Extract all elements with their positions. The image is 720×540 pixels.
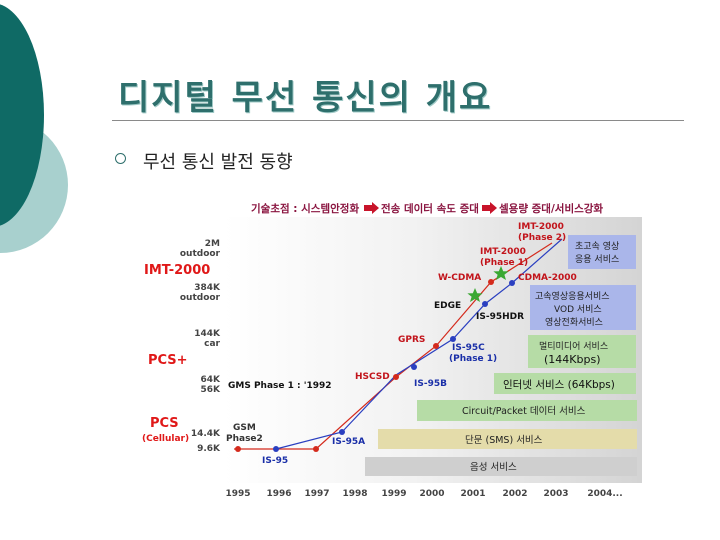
speed-2m-env: outdoor bbox=[180, 249, 221, 259]
band-sms-label: 단문 (SMS) 서비스 bbox=[465, 435, 543, 446]
header-focus-3: 셀용량 증대/서비스강화 bbox=[499, 202, 603, 215]
band-high-speed-video bbox=[530, 285, 636, 330]
year-label: 1997 bbox=[304, 489, 329, 499]
category-pcs-plus: PCS+ bbox=[148, 353, 188, 368]
band-circuit-packet-label: Circuit/Packet 데이터 서비스 bbox=[462, 406, 586, 417]
speed-144k: 144K bbox=[194, 329, 221, 339]
category-imt2000: IMT-2000 bbox=[144, 263, 210, 278]
speed-9-6k: 9.6K bbox=[197, 444, 221, 454]
year-label: 2001 bbox=[460, 489, 485, 499]
band-high-speed-video-label-3: 영상전화서비스 bbox=[545, 317, 603, 328]
label-gsm-phase1-1992: GMS Phase 1 : '1992 bbox=[228, 381, 332, 391]
label-hscsd: HSCSD bbox=[355, 372, 390, 382]
year-label: 1998 bbox=[342, 489, 367, 499]
speed-384k-env: outdoor bbox=[180, 293, 221, 303]
star-imt-icon bbox=[493, 266, 509, 280]
title-divider bbox=[112, 120, 684, 121]
speed-144k-env: car bbox=[204, 339, 220, 349]
marker-hscsd bbox=[393, 374, 399, 380]
speed-64k: 64K bbox=[201, 375, 222, 385]
band-multimedia bbox=[528, 335, 636, 368]
band-internet bbox=[494, 373, 636, 394]
label-is95hdr: IS-95HDR bbox=[476, 312, 524, 322]
band-ultra-high-speed bbox=[568, 235, 636, 269]
header-arrow-1-icon bbox=[364, 202, 379, 214]
label-is95b: IS-95B bbox=[414, 379, 447, 389]
header-focus-1: 기술초점 : 시스템안정화 bbox=[251, 202, 359, 215]
marker-is95 bbox=[273, 446, 279, 452]
label-is95a: IS-95A bbox=[332, 437, 365, 447]
year-label: 1996 bbox=[266, 489, 291, 499]
marker-gsm-phase2 bbox=[313, 446, 319, 452]
speed-14-4k: 14.4K bbox=[191, 429, 221, 439]
marker-is95c bbox=[450, 336, 456, 342]
category-pcs: PCS bbox=[150, 416, 179, 431]
label-imt-phase2-sub: (Phase 2) bbox=[518, 233, 566, 243]
label-imt-phase1: IMT-2000 bbox=[480, 247, 526, 257]
band-internet-label: 인터넷 서비스 (64Kbps) bbox=[503, 379, 615, 391]
label-gsm: GSM bbox=[233, 423, 256, 433]
star-edge-icon bbox=[467, 288, 483, 302]
header-arrow-2-icon bbox=[482, 202, 497, 214]
band-high-speed-video-label-1: 고속영상응용서비스 bbox=[535, 291, 610, 302]
speed-384k: 384K bbox=[194, 283, 221, 293]
label-is95: IS-95 bbox=[262, 456, 288, 466]
marker-is95hdr bbox=[482, 301, 488, 307]
band-multimedia-label-2: (144Kbps) bbox=[544, 353, 601, 366]
label-cdma2000: CDMA-2000 bbox=[518, 273, 577, 283]
label-wcdma: W-CDMA bbox=[438, 273, 481, 283]
year-label: 1995 bbox=[225, 489, 250, 499]
year-label: 2004... bbox=[587, 489, 622, 499]
band-ultra-high-speed-label-2: 응용 서비스 bbox=[575, 254, 619, 265]
year-label: 2002 bbox=[502, 489, 527, 499]
label-edge: EDGE bbox=[434, 301, 461, 311]
band-high-speed-video-label-2: VOD 서비스 bbox=[554, 304, 602, 315]
marker-gprs bbox=[433, 343, 439, 349]
label-imt-phase2: IMT-2000 bbox=[518, 222, 564, 232]
category-cellular: (Cellular) bbox=[142, 434, 189, 444]
slide-title: 디지털 무선 통신의 개요 bbox=[118, 78, 493, 118]
bullet-circle-icon bbox=[115, 153, 126, 164]
slide-decoration bbox=[0, 0, 110, 540]
label-gsm-phase2: Phase2 bbox=[226, 434, 263, 444]
band-sms bbox=[378, 429, 637, 449]
band-multimedia-label-1: 멀티미디어 서비스 bbox=[539, 340, 608, 352]
marker-gsm-phase1 bbox=[235, 446, 241, 452]
marker-wcdma bbox=[488, 279, 494, 285]
label-is95c-phase: (Phase 1) bbox=[449, 354, 497, 364]
year-label: 1999 bbox=[381, 489, 406, 499]
speed-56k: 56K bbox=[201, 385, 222, 395]
speed-2m: 2M bbox=[205, 239, 220, 249]
band-voice-label: 음성 서비스 bbox=[470, 462, 517, 473]
marker-cdma2000 bbox=[509, 280, 515, 286]
header-focus-2: 전송 데이터 속도 증대 bbox=[381, 202, 479, 215]
marker-is95b bbox=[411, 364, 417, 370]
marker-is95a bbox=[339, 429, 345, 435]
label-gprs: GPRS bbox=[398, 335, 425, 345]
year-label: 2000 bbox=[419, 489, 444, 499]
year-label: 2003 bbox=[543, 489, 568, 499]
bullet-text: 무선 통신 발전 동향 bbox=[143, 152, 293, 173]
label-imt-phase1-sub: (Phase 1) bbox=[480, 258, 528, 268]
band-circuit-packet bbox=[417, 400, 637, 421]
label-is95c: IS-95C bbox=[452, 343, 485, 353]
wireless-evolution-diagram: 기술초점 : 시스템안정화 전송 데이터 속도 증대 셀용량 증대/서비스강화 … bbox=[140, 195, 645, 509]
year-axis: 1995 1996 1997 1998 1999 2000 2001 2002 … bbox=[225, 489, 622, 499]
band-ultra-high-speed-label-1: 초고속 영상 bbox=[575, 241, 619, 252]
band-voice bbox=[365, 457, 637, 476]
